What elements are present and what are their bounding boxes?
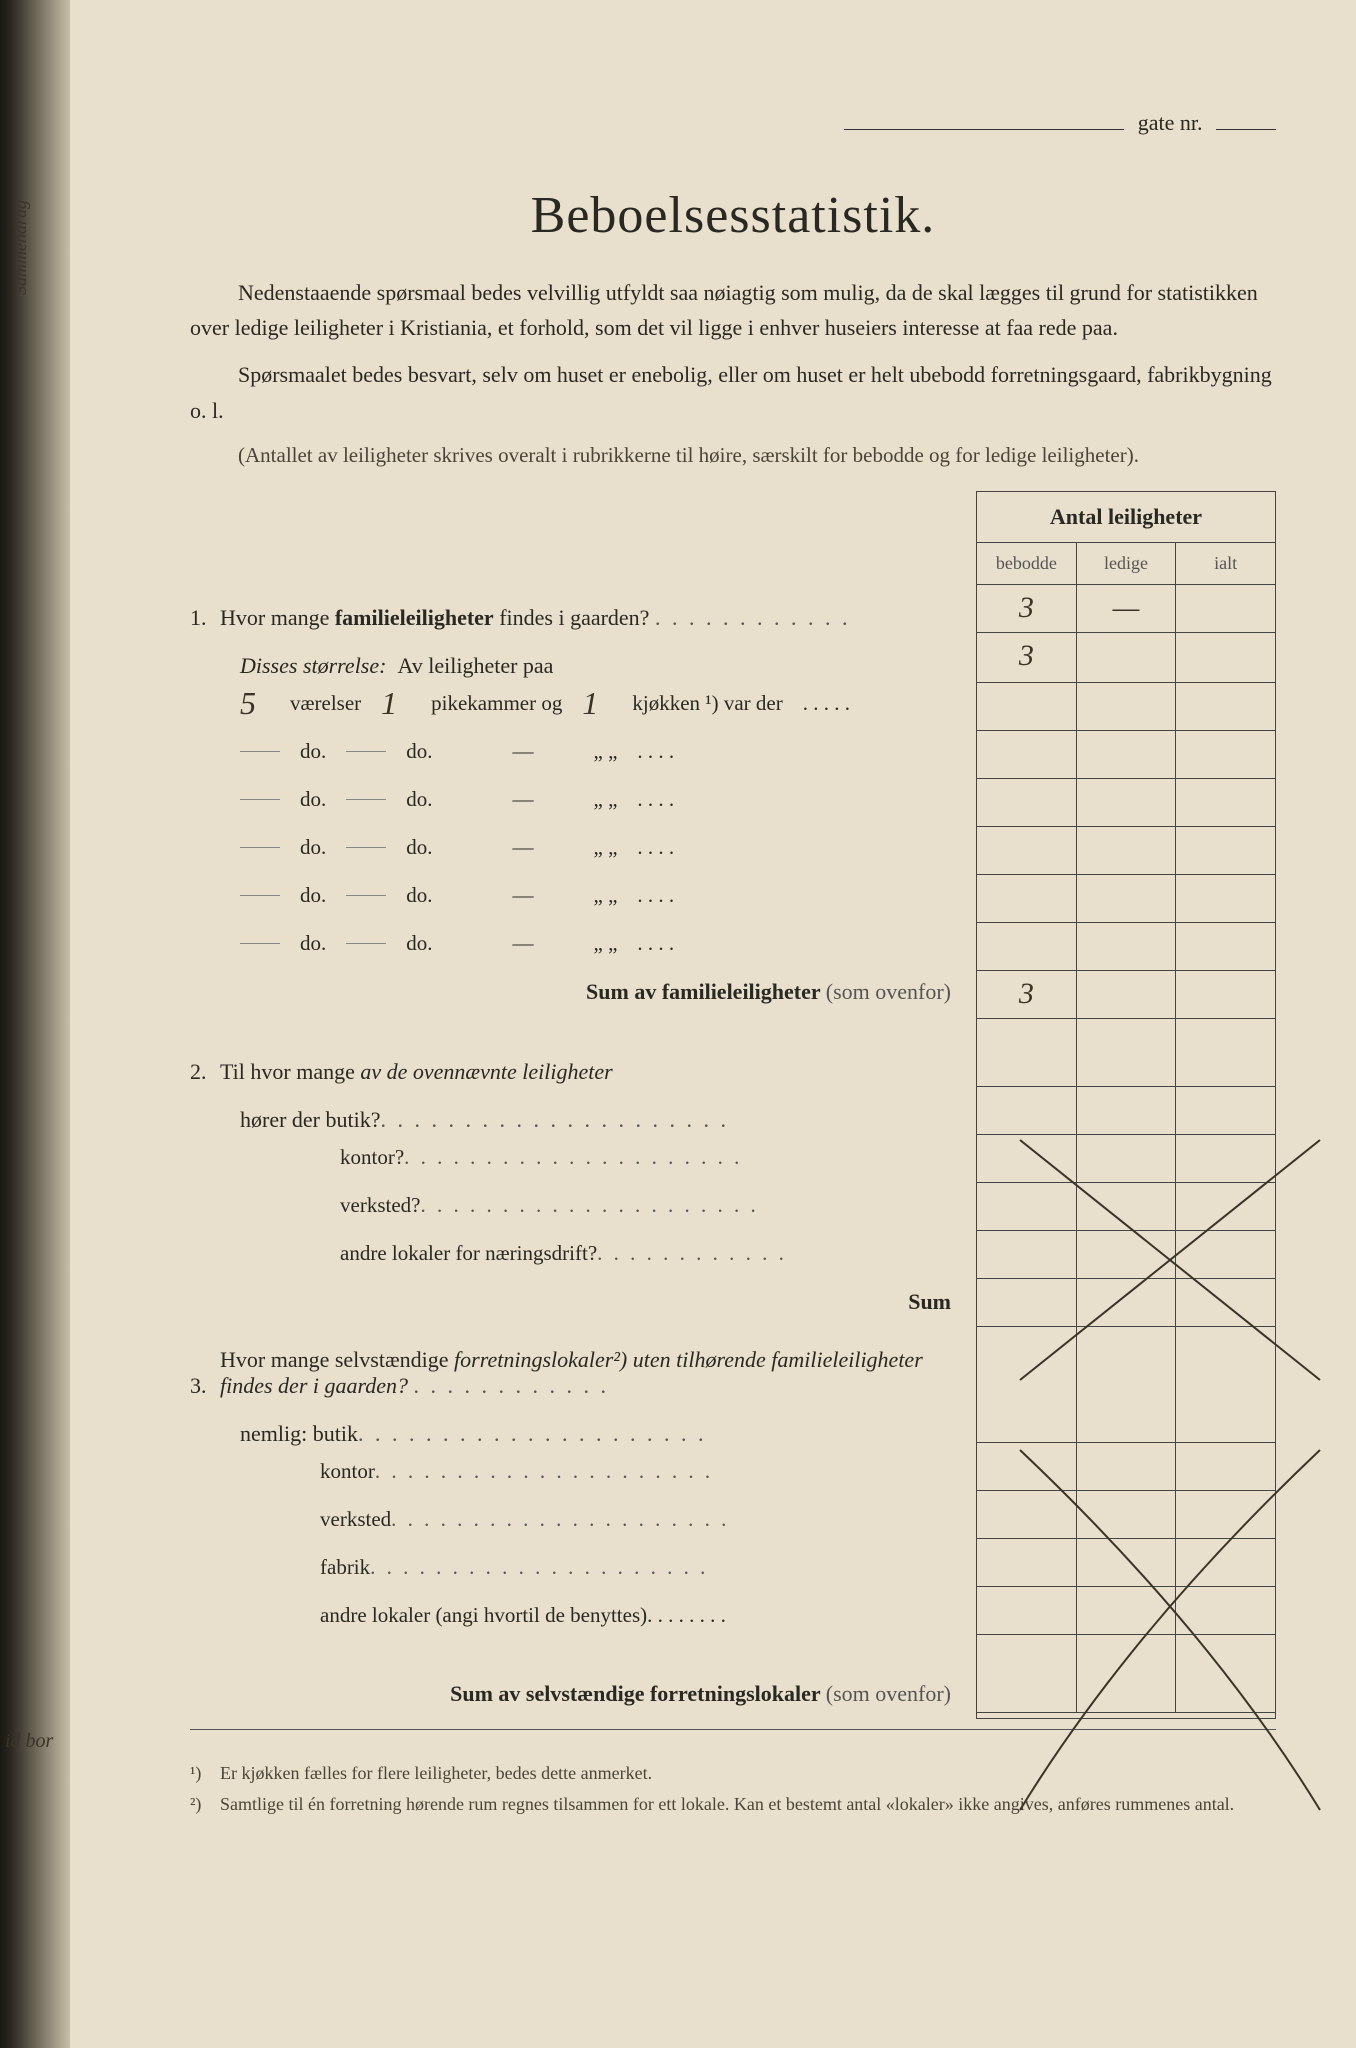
gate-number-field: gate nr. [190, 110, 1276, 136]
q1-size-row-5: do. do. — „ „ . . . . [190, 871, 961, 919]
q2-line-1: hører der butik? [190, 1085, 961, 1133]
spine-text: Sammendrag [10, 200, 31, 295]
table-row [977, 779, 1275, 827]
q3-line-3: verksted [190, 1495, 961, 1543]
intro-paragraph-1: Nedenstaaende spørsmaal bedes velvillig … [190, 275, 1276, 345]
q1-sum: Sum av familieleiligheter (som ovenfor) [190, 967, 961, 1017]
document-page: gate nr. Beboelsesstatistik. Nedenstaaen… [70, 0, 1356, 2048]
table-row [977, 683, 1275, 731]
question-1: 1. Hvor mange familieleiligheter findes … [190, 583, 961, 631]
q2-line-2: kontor? [190, 1133, 961, 1181]
spine-text-2: id bor [5, 1730, 53, 1753]
table-row-sum1: 3 [977, 971, 1275, 1019]
document-title: Beboelsesstatistik. [190, 186, 1276, 245]
scribble-mark-2 [1010, 1440, 1330, 1820]
q3-line-2: kontor [190, 1447, 961, 1495]
table-row [977, 875, 1275, 923]
intro-paragraph-2: Spørsmaalet bedes besvart, selv om huset… [190, 357, 1276, 427]
q3-nemlig: nemlig: butik [190, 1399, 961, 1447]
q1-size-row-4: do. do. — „ „ . . . . [190, 823, 961, 871]
questions-column: 1. Hvor mange familieleiligheter findes … [190, 491, 976, 1719]
table-row: 3 [977, 633, 1275, 683]
q1-size-row-6: do. do. — „ „ . . . . [190, 919, 961, 967]
table-row [977, 1019, 1275, 1087]
table-row [977, 827, 1275, 875]
q3-line-4: fabrik [190, 1543, 961, 1591]
col-ialt: ialt [1176, 543, 1275, 584]
table-row [977, 923, 1275, 971]
table-subheader: bebodde ledige ialt [977, 543, 1275, 585]
q1-size-row-3: do. do. — „ „ . . . . [190, 775, 961, 823]
q3-line-5: andre lokaler (angi hvortil de benyttes)… [190, 1591, 961, 1639]
q2-sum: Sum [190, 1277, 961, 1327]
instruction-note: (Antallet av leiligheter skrives overalt… [190, 440, 1276, 472]
question-2: 2. Til hvor mange av de ovennævnte leili… [190, 1037, 961, 1085]
table-header: Antal leiligheter [977, 492, 1275, 543]
col-ledige: ledige [1077, 543, 1177, 584]
q2-line-4: andre lokaler for næringsdrift? [190, 1229, 961, 1277]
col-bebodde: bebodde [977, 543, 1077, 584]
gate-label: gate nr. [1138, 110, 1203, 135]
table-row [977, 1087, 1275, 1135]
table-row: 3— [977, 585, 1275, 633]
q3-sum: Sum av selvstændige forretningslokaler (… [190, 1669, 961, 1719]
q1-disses: Disses størrelse: Av leiligheter paa [190, 631, 961, 679]
question-3: 3. Hvor mange selvstændige forretningslo… [190, 1347, 961, 1399]
q1-size-row-2: do. do. — „ „ . . . . [190, 727, 961, 775]
q2-line-3: verksted? [190, 1181, 961, 1229]
scribble-mark-1 [1010, 1130, 1330, 1390]
q1-size-row-1: 5 værelser 1 pikekammer og 1 kjøkken ¹) … [190, 679, 961, 727]
table-row [977, 731, 1275, 779]
